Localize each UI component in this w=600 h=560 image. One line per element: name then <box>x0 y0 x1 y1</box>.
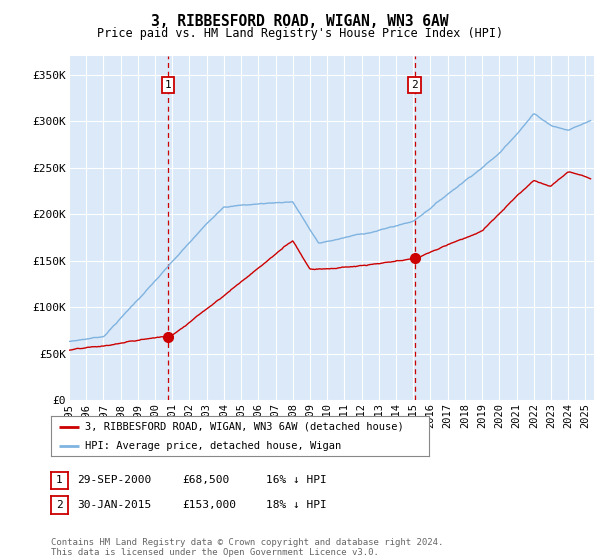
Text: 30-JAN-2015: 30-JAN-2015 <box>77 500 151 510</box>
Text: £68,500: £68,500 <box>182 475 229 486</box>
Text: £153,000: £153,000 <box>182 500 236 510</box>
Text: 16% ↓ HPI: 16% ↓ HPI <box>266 475 326 486</box>
Text: 29-SEP-2000: 29-SEP-2000 <box>77 475 151 486</box>
Text: 1: 1 <box>56 475 63 486</box>
Text: 18% ↓ HPI: 18% ↓ HPI <box>266 500 326 510</box>
Text: Price paid vs. HM Land Registry's House Price Index (HPI): Price paid vs. HM Land Registry's House … <box>97 27 503 40</box>
Text: 2: 2 <box>56 500 63 510</box>
Text: 2: 2 <box>411 80 418 90</box>
Text: 1: 1 <box>164 80 172 90</box>
Text: HPI: Average price, detached house, Wigan: HPI: Average price, detached house, Wiga… <box>85 441 341 450</box>
Text: 3, RIBBESFORD ROAD, WIGAN, WN3 6AW: 3, RIBBESFORD ROAD, WIGAN, WN3 6AW <box>151 14 449 29</box>
Text: 3, RIBBESFORD ROAD, WIGAN, WN3 6AW (detached house): 3, RIBBESFORD ROAD, WIGAN, WN3 6AW (deta… <box>85 422 404 432</box>
Text: Contains HM Land Registry data © Crown copyright and database right 2024.
This d: Contains HM Land Registry data © Crown c… <box>51 538 443 557</box>
